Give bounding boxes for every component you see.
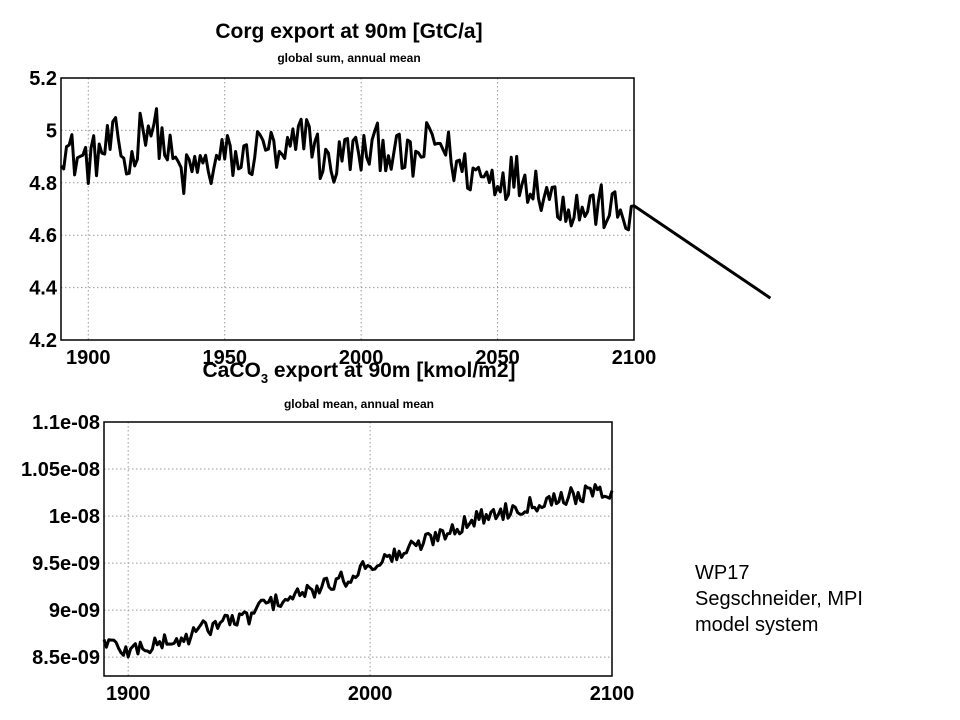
chart2-title-main: CaCO [203, 359, 261, 382]
chart2-x-tick-label: 2100 [590, 683, 635, 705]
chart2-y-tick-label: 9.5e-09 [32, 553, 100, 575]
chart1-y-tick-label: 4.6 [29, 225, 57, 247]
chart2-y-tick-label: 9e-09 [49, 600, 100, 622]
chart1-y-tick-label: 4.4 [29, 278, 58, 300]
chart1-x-tick-label: 1900 [66, 347, 111, 369]
chart1-plot: 1900 1950 2000 2050 2100 4.2 4.4 4.6 4.8 5 5.2 [29, 68, 772, 369]
chart1-series-line [59, 107, 772, 300]
chart2-subtitle: global mean, annual mean [284, 397, 434, 411]
chart1-frame [60, 77, 635, 341]
chart2-y-tick-label: 1.05e-08 [21, 459, 100, 481]
chart2-title-subscript: 3 [261, 371, 268, 386]
caption: WP17 Segschneider, MPI model system [695, 560, 863, 638]
chart2-frame [103, 421, 613, 677]
chart1-y-tick-label: 5 [46, 120, 57, 142]
chart1-x-tick-label: 2100 [612, 347, 657, 369]
caption-line-1: WP17 [695, 562, 750, 584]
chart2-plot: 1900 2000 2100 8.5e-09 9e-09 9.5e-09 1e-08 1.05… [21, 412, 634, 705]
chart1-y-tick-label: 5.2 [29, 68, 57, 90]
caption-line-3: model system [695, 614, 819, 636]
chart1-y-tick-label: 4.8 [29, 173, 57, 195]
chart2-y-tick-label: 1e-08 [49, 506, 100, 528]
chart1-x-tick-label: 2000 [339, 347, 384, 369]
chart2-title: CaCO3 export at 90m [kmol/m2] [203, 359, 516, 386]
chart2-x-tick-label: 1900 [106, 683, 151, 705]
caption-line-2: Segschneider, MPI [695, 588, 863, 610]
chart1-subtitle: global sum, annual mean [277, 51, 420, 65]
chart1-x-tick-label: 2050 [475, 347, 520, 369]
chart2-title-rest: export at 90m [kmol/m2] [268, 359, 515, 382]
chart1-title: Corg export at 90m [GtC/a] [215, 20, 482, 43]
chart1-x-tick-label: 1950 [202, 347, 247, 369]
chart2-y-tick-label: 8.5e-09 [32, 647, 100, 669]
chart2-y-tick-label: 1.1e-08 [32, 412, 100, 434]
chart1-y-tick-label: 4.2 [29, 330, 57, 352]
chart2-x-tick-label: 2000 [348, 683, 393, 705]
chart2-series-line [102, 483, 614, 659]
